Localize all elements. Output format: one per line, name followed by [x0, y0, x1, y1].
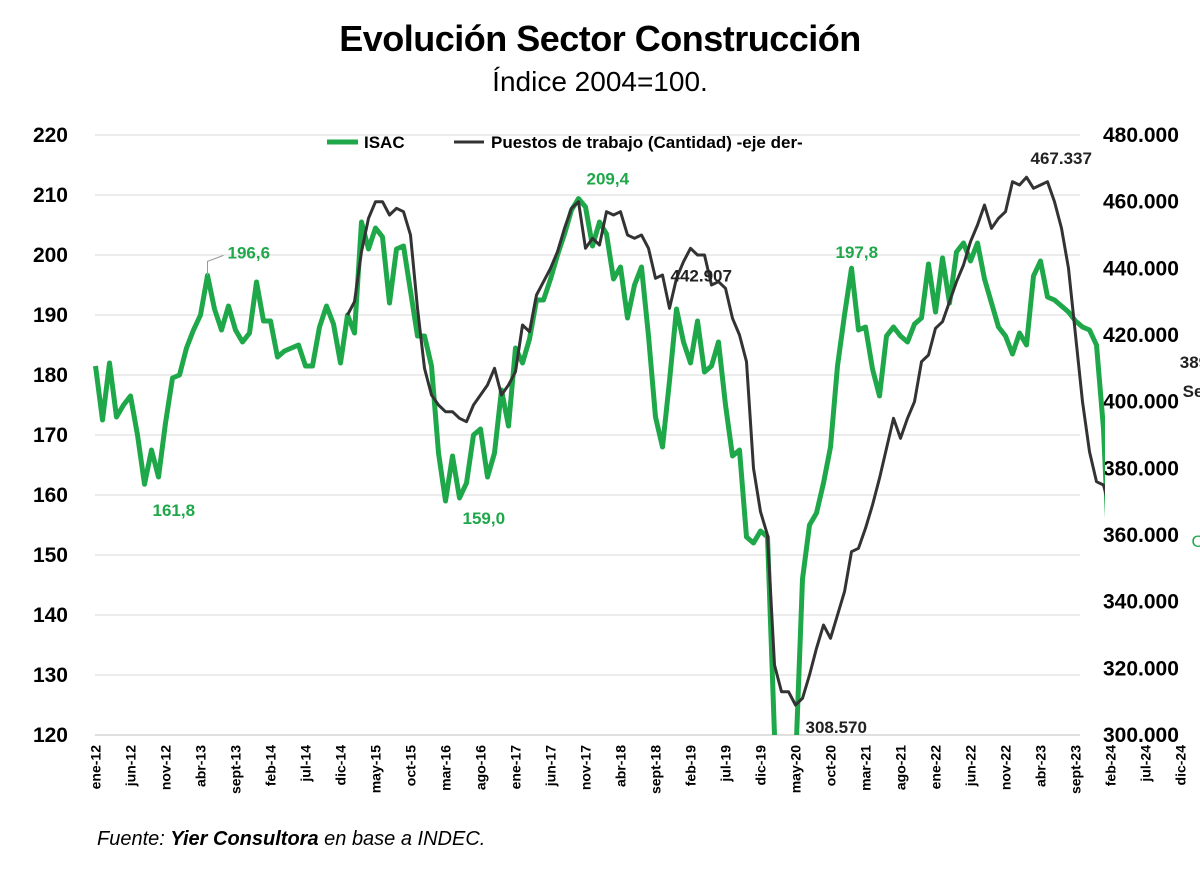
x-tick-label: may-15	[368, 745, 384, 793]
x-tick-label: dic-24	[1173, 745, 1189, 786]
leader-line	[207, 254, 224, 276]
x-tick-label: abr-18	[613, 745, 629, 787]
y-left-tick-label: 120	[33, 724, 68, 747]
x-tick-label: ago-16	[473, 745, 489, 790]
x-tick-label: mar-16	[438, 745, 454, 791]
data-label: 196,6	[228, 243, 271, 262]
legend-isac-label: ISAC	[364, 133, 405, 152]
x-tick-label: dic-14	[333, 745, 349, 786]
data-label: 389.430	[1180, 353, 1200, 372]
x-tick-label: jul-14	[298, 745, 314, 783]
y-left-tick-label: 160	[33, 484, 68, 507]
x-tick-label: ene-17	[508, 745, 524, 790]
chart-subtitle: Índice 2004=100.	[492, 66, 708, 97]
source-org: Yier Consultora	[170, 828, 319, 850]
y-left-tick-label: 150	[33, 544, 68, 567]
chart-title: Evolución Sector Construcción	[339, 18, 861, 59]
data-label: 209,4	[587, 170, 630, 189]
data-label: 161,8	[153, 501, 196, 520]
y-right-tick-label: 320.000	[1103, 657, 1179, 680]
x-tick-label: jun-22	[963, 745, 979, 787]
x-tick-label: sept-23	[1068, 745, 1084, 794]
x-tick-label: nov-17	[578, 745, 594, 790]
y-right-tick-label: 300.000	[1103, 724, 1179, 747]
y-left-tick-label: 140	[33, 604, 68, 627]
x-tick-label: mar-21	[858, 745, 874, 791]
y-left-tick-label: 210	[33, 184, 68, 207]
y-right-tick-label: 380.000	[1103, 457, 1179, 480]
source-note: Fuente: Yier Consultora en base a INDEC.	[97, 828, 485, 851]
x-tick-label: jun-17	[543, 745, 559, 787]
y-left-tick-label: 190	[33, 304, 68, 327]
y-right-tick-label: 340.000	[1103, 591, 1179, 614]
legend-jobs-label: Puestos de trabajo (Cantidad) -eje der-	[491, 133, 803, 152]
x-tick-label: sept-18	[648, 745, 664, 794]
y-right-tick-label: 420.000	[1103, 324, 1179, 347]
y-left-tick-label: 220	[33, 124, 68, 147]
x-tick-label: jul-24	[1138, 745, 1154, 783]
y-right-tick-label: 360.000	[1103, 524, 1179, 547]
y-right-tick-label: 460.000	[1103, 191, 1179, 214]
x-tick-label: ene-22	[928, 745, 944, 790]
y-left-tick-label: 200	[33, 244, 68, 267]
x-tick-label: ago-21	[893, 745, 909, 790]
y-left-tick-label: 170	[33, 424, 68, 447]
y-right-tick-label: 480.000	[1103, 124, 1179, 147]
x-tick-label: nov-12	[158, 745, 174, 790]
y-left-tick-label: 130	[33, 664, 68, 687]
x-tick-label: ene-12	[88, 745, 104, 790]
isac-series-line	[93, 196, 1105, 735]
x-tick-label: jun-12	[123, 745, 139, 787]
data-label: 159,0	[463, 509, 506, 528]
x-tick-label: feb-19	[683, 745, 699, 786]
x-tick-label: sept-13	[228, 745, 244, 794]
data-label: 442.907	[671, 266, 732, 285]
x-tick-label: dic-19	[753, 745, 769, 786]
x-tick-label: may-20	[788, 745, 804, 793]
data-label: Oct-25	[1192, 532, 1200, 551]
data-label: 308.570	[806, 718, 867, 737]
jobs-series-line	[346, 175, 1105, 707]
data-label: Sep-25	[1183, 382, 1200, 401]
y-left-tick-label: 180	[33, 364, 68, 387]
x-tick-label: feb-14	[263, 745, 279, 786]
x-tick-label: oct-15	[403, 745, 419, 786]
x-tick-label: feb-24	[1103, 745, 1119, 786]
x-tick-label: abr-13	[193, 745, 209, 787]
x-tick-label: jul-19	[718, 745, 734, 783]
x-tick-label: nov-22	[998, 745, 1014, 790]
source-prefix: Fuente:	[97, 828, 171, 850]
x-tick-label: oct-20	[823, 745, 839, 786]
source-suffix: en base a INDEC.	[318, 828, 486, 850]
y-right-tick-label: 400.000	[1103, 391, 1179, 414]
data-label: 197,8	[836, 243, 879, 262]
data-label: 467.337	[1031, 149, 1092, 168]
x-tick-label: abr-23	[1033, 745, 1049, 787]
y-right-tick-label: 440.000	[1103, 257, 1179, 280]
